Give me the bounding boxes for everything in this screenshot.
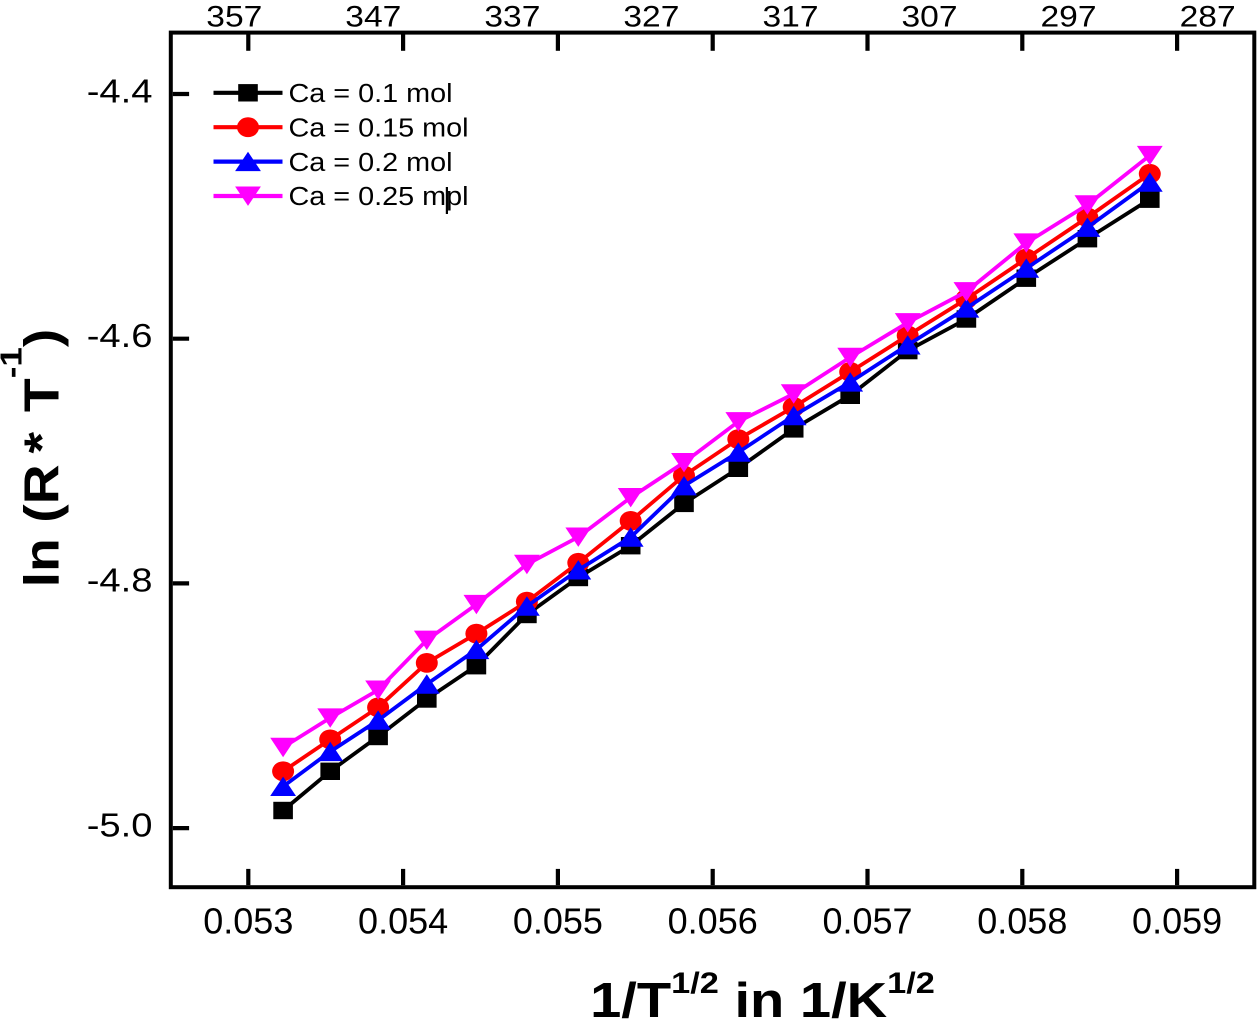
svg-text:Ca = 0.25 mpl: Ca = 0.25 mpl (289, 182, 469, 211)
svg-text:327: 327 (623, 0, 679, 33)
svg-text:0.056: 0.056 (668, 901, 758, 942)
svg-text:Ca = 0.15 mol: Ca = 0.15 mol (289, 113, 469, 142)
svg-text:0.058: 0.058 (977, 901, 1067, 942)
svg-text:-5.0: -5.0 (87, 806, 153, 844)
svg-text:0.053: 0.053 (203, 901, 293, 942)
svg-text:337: 337 (484, 0, 540, 33)
svg-text:317: 317 (762, 0, 818, 33)
svg-text:297: 297 (1040, 0, 1096, 33)
svg-text:-4.8: -4.8 (87, 561, 153, 599)
svg-text:-4.6: -4.6 (87, 316, 153, 354)
svg-text:-4.4: -4.4 (87, 72, 153, 110)
svg-text:347: 347 (345, 0, 401, 33)
svg-text:0.054: 0.054 (358, 901, 448, 942)
svg-text:0.057: 0.057 (822, 901, 912, 942)
svg-text:1/T1/2 in 1/K1/2: 1/T1/2 in 1/K1/2 (590, 966, 935, 1027)
svg-text:287: 287 (1180, 0, 1236, 33)
svg-text:307: 307 (901, 0, 957, 33)
svg-text:357: 357 (206, 0, 262, 33)
svg-text:0.059: 0.059 (1132, 901, 1222, 942)
svg-text:Ca = 0.1 mol: Ca = 0.1 mol (289, 79, 453, 108)
svg-text:Ca = 0.2 mol: Ca = 0.2 mol (289, 147, 453, 176)
svg-text:0.055: 0.055 (513, 901, 603, 942)
